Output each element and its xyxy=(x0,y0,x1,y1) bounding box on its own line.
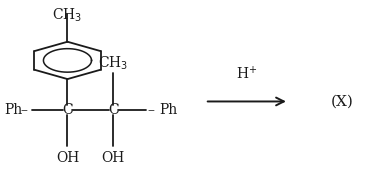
Text: –: – xyxy=(147,103,154,117)
Text: –: – xyxy=(21,103,28,117)
Text: OH: OH xyxy=(101,151,125,165)
Text: C: C xyxy=(108,103,119,117)
Text: CH$_3$: CH$_3$ xyxy=(98,54,128,72)
Text: (X): (X) xyxy=(331,94,354,108)
Text: C: C xyxy=(62,103,73,117)
Text: Ph: Ph xyxy=(5,103,23,117)
Text: Ph: Ph xyxy=(159,103,177,117)
Text: H$^{+}$: H$^{+}$ xyxy=(236,64,257,82)
Text: OH: OH xyxy=(56,151,79,165)
Text: CH$_3$: CH$_3$ xyxy=(52,6,83,24)
